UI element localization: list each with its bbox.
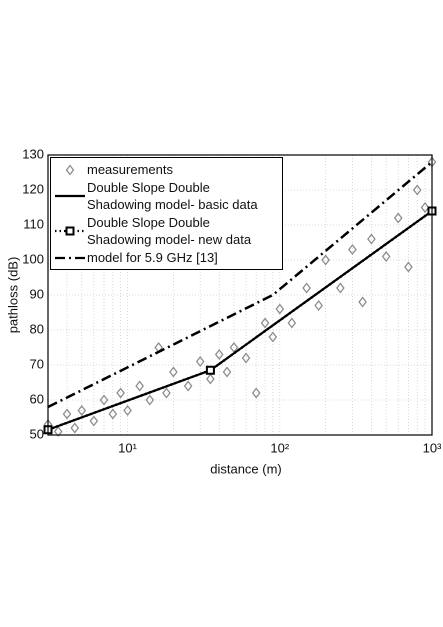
legend-label: measurements bbox=[87, 162, 173, 177]
data-point bbox=[70, 422, 80, 434]
y-tick-label: 130 bbox=[22, 146, 44, 161]
data-point bbox=[108, 408, 118, 420]
data-point bbox=[287, 317, 297, 329]
x-axis-label: distance (m) bbox=[210, 461, 282, 476]
legend-entry: model for 5.9 GHz [13] bbox=[51, 249, 282, 266]
y-axis-label: pathloss (dB) bbox=[5, 257, 20, 334]
legend-entry: Double Slope Double Shadowing model- new… bbox=[51, 214, 282, 248]
x-tick-label: 10¹ bbox=[118, 440, 137, 455]
legend-entry: Double Slope Double Shadowing model- bas… bbox=[51, 179, 282, 213]
legend-icon bbox=[55, 256, 85, 259]
legend-icon bbox=[55, 226, 85, 236]
data-point bbox=[420, 201, 430, 214]
data-point bbox=[62, 408, 72, 420]
data-point bbox=[195, 355, 205, 368]
data-point bbox=[214, 348, 224, 361]
data-point bbox=[241, 352, 251, 364]
data-point bbox=[183, 380, 193, 392]
legend: measurements Double Slope Double Shadowin… bbox=[50, 157, 283, 270]
y-tick-label: 100 bbox=[22, 251, 44, 266]
y-tick-label: 50 bbox=[30, 426, 44, 441]
data-point bbox=[89, 415, 99, 427]
legend-icon bbox=[55, 194, 85, 198]
data-point bbox=[393, 212, 403, 224]
legend-label: Double Slope Double Shadowing model- bas… bbox=[87, 180, 258, 212]
data-point bbox=[314, 299, 323, 312]
data-point bbox=[275, 303, 285, 315]
legend-marker bbox=[65, 163, 75, 176]
legend-icon bbox=[65, 163, 75, 176]
x-tick-label: 10² bbox=[270, 440, 289, 455]
data-point bbox=[348, 243, 357, 256]
data-point bbox=[268, 331, 278, 343]
data-point bbox=[321, 254, 330, 266]
data-point bbox=[123, 404, 132, 417]
data-point bbox=[302, 282, 311, 294]
plot-frame bbox=[47, 154, 433, 436]
data-point bbox=[145, 394, 155, 406]
y-tick-label: 60 bbox=[30, 391, 44, 406]
data-point bbox=[381, 250, 391, 263]
data-point bbox=[99, 394, 109, 406]
x-tick-label: 10³ bbox=[423, 440, 442, 455]
data-point bbox=[77, 404, 87, 417]
data-point bbox=[358, 296, 367, 308]
data-point bbox=[404, 261, 413, 273]
data-point bbox=[336, 282, 345, 294]
y-tick-label: 120 bbox=[22, 181, 44, 196]
y-tick-label: 70 bbox=[30, 356, 44, 371]
legend-marker bbox=[65, 226, 75, 236]
data-point bbox=[206, 373, 215, 385]
y-tick-label: 110 bbox=[23, 216, 44, 231]
y-tick-label: 90 bbox=[30, 286, 44, 301]
legend-label: model for 5.9 GHz [13] bbox=[87, 250, 218, 265]
data-point bbox=[260, 317, 270, 329]
data-point bbox=[412, 184, 422, 196]
data-point bbox=[53, 425, 63, 438]
legend-entry: measurements bbox=[51, 161, 282, 178]
data-point bbox=[135, 380, 144, 392]
y-tick-label: 80 bbox=[30, 321, 44, 336]
data-point bbox=[367, 233, 376, 245]
data-point bbox=[116, 387, 125, 399]
data-point bbox=[205, 365, 215, 375]
series-line bbox=[47, 161, 433, 409]
legend-label: Double Slope Double Shadowing model- new… bbox=[87, 215, 252, 247]
data-point bbox=[251, 387, 261, 399]
data-point bbox=[162, 387, 171, 399]
data-point bbox=[222, 366, 232, 378]
data-point bbox=[169, 366, 178, 378]
